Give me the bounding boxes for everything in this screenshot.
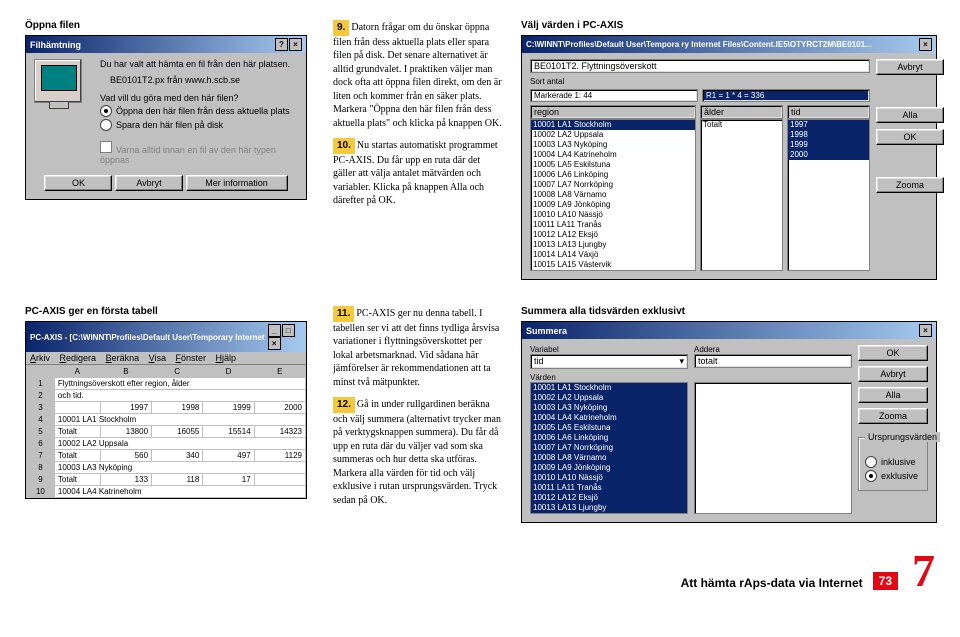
monitor-icon — [34, 59, 82, 103]
ok-button[interactable]: OK — [876, 129, 944, 145]
dialog-title: C:\WINNT\Profiles\Default User\Tempora r… — [526, 40, 872, 49]
step-number-10: 10. — [333, 138, 355, 154]
max-icon[interactable]: □ — [282, 324, 295, 337]
step-11-text: 11.PC-AXIS ger nu denna tabell. I tabell… — [333, 306, 503, 389]
step-9-text: 9.Datorn frågar om du önskar öppna filen… — [333, 20, 503, 130]
summera-dialog: Summera × Variabel tid▾ Addera totalt — [521, 321, 937, 523]
ok-button[interactable]: OK — [858, 345, 928, 361]
window-title: PC-AXIS - [C:\WINNT\Profiles\Default Use… — [30, 333, 267, 342]
sort-label: Sort antal — [530, 77, 564, 86]
dialog-filename: BE0101T2.px från www.h.scb.se — [110, 75, 298, 85]
selected-count: Markerade 1: 44 — [530, 89, 698, 102]
origvals-group-label: Ursprungsvärden — [865, 432, 940, 442]
chapter-number: 7 — [912, 553, 935, 590]
window-titlebar: PC-AXIS - [C:\WINNT\Profiles\Default Use… — [26, 322, 306, 352]
path-field: BE0101T2. Flyttningsöverskott — [530, 59, 870, 73]
step-10-text: 10.Nu startas automatiskt programmet PC-… — [333, 138, 503, 208]
pick-values-heading: Välj värden i PC-AXIS — [521, 20, 935, 31]
menu-hjalp[interactable]: Hjälp — [216, 353, 237, 363]
cancel-button[interactable]: Avbryt — [876, 59, 944, 75]
zoom-button[interactable]: Zooma — [858, 408, 928, 424]
window-controls: × — [918, 324, 932, 337]
step-number-9: 9. — [333, 20, 349, 36]
right-listbox[interactable] — [694, 382, 852, 514]
close-icon[interactable]: × — [919, 324, 932, 337]
menubar[interactable]: Arkiv Redigera Beräkna Visa Fönster Hjäl… — [26, 352, 306, 365]
radio-save-disk[interactable]: Spara den här filen på disk — [100, 119, 298, 131]
radio-open-here[interactable]: Öppna den här filen från dess aktuella p… — [100, 105, 298, 117]
cancel-button[interactable]: Avbryt — [115, 175, 183, 191]
window-controls: ?× — [274, 38, 302, 51]
left-listbox[interactable]: 10001 LA1 Stockholm 10002 LA2 Uppsala 10… — [530, 382, 688, 514]
step-number-12: 12. — [333, 397, 355, 413]
page-number: 73 — [873, 572, 898, 590]
help-icon[interactable]: ? — [275, 38, 288, 51]
min-icon[interactable]: _ — [268, 324, 281, 337]
close-icon[interactable]: × — [289, 38, 302, 51]
step-number-11: 11. — [333, 306, 354, 322]
alla-button[interactable]: Alla — [858, 387, 928, 403]
pcaxis-sheet-window: PC-AXIS - [C:\WINNT\Profiles\Default Use… — [25, 321, 307, 499]
close-icon[interactable]: × — [919, 38, 932, 51]
window-controls: _□× — [267, 324, 302, 350]
region-listbox[interactable]: 10001 LA1 Stockholm 10002 LA2 Uppsala100… — [530, 119, 696, 271]
close-icon[interactable]: × — [268, 337, 281, 350]
dialog-titlebar: C:\WINNT\Profiles\Default User\Tempora r… — [522, 36, 936, 53]
first-table-heading: PC-AXIS ger en första tabell — [25, 306, 315, 317]
dialog-title: Summera — [526, 326, 567, 336]
open-file-heading: Öppna filen — [25, 20, 315, 31]
data-sheet[interactable]: ABCDE 1Flyttningsöverskott efter region,… — [26, 365, 306, 498]
addera-label: Addera — [694, 345, 852, 354]
radio-exklusive[interactable]: exklusive — [865, 470, 921, 482]
variable-dropdown[interactable]: tid▾ — [530, 354, 688, 369]
ok-button[interactable]: OK — [44, 175, 112, 191]
menu-visa[interactable]: Visa — [149, 353, 166, 363]
pcaxis-picker-dialog: C:\WINNT\Profiles\Default User\Tempora r… — [521, 35, 937, 280]
window-controls: × — [918, 38, 932, 51]
step-12-text: 12.Gå in under rullgardinen beräkna och … — [333, 397, 503, 507]
menu-redigera[interactable]: Redigera — [60, 353, 97, 363]
addera-field[interactable]: totalt — [694, 354, 852, 368]
col-region-header: region — [530, 105, 696, 119]
dialog-question: Vad vill du göra med den här filen? — [100, 93, 298, 103]
file-download-dialog: Filhämtning ?× Du har valt att hämta en … — [25, 35, 307, 200]
cancel-button[interactable]: Avbryt — [858, 366, 928, 382]
dialog-titlebar: Filhämtning ?× — [26, 36, 306, 53]
values-label: Värden — [530, 373, 852, 382]
sum-heading: Summera alla tidsvärden exklusivt — [521, 306, 935, 317]
col-year-header: tid — [787, 105, 870, 119]
radio-inklusive[interactable]: inklusive — [865, 456, 921, 468]
more-info-button[interactable]: Mer information — [186, 175, 288, 191]
year-listbox[interactable]: 1997 1998 1999 2000 — [787, 119, 870, 271]
dialog-title: Filhämtning — [30, 40, 81, 50]
dim-info: R1 = 1 * 4 = 336 — [702, 89, 870, 102]
menu-berakna[interactable]: Beräkna — [106, 353, 140, 363]
variable-label: Variabel — [530, 345, 688, 354]
age-listbox[interactable]: Totalt — [700, 119, 783, 271]
menu-fonster[interactable]: Fönster — [176, 353, 207, 363]
alla-button[interactable]: Alla — [876, 107, 944, 123]
menu-arkiv[interactable]: Arkiv — [30, 353, 50, 363]
zoom-button[interactable]: Zooma — [876, 177, 944, 193]
always-warn-checkbox: Varna alltid innan en fil av den här typ… — [100, 141, 298, 165]
footer-text: Att hämta rAps-data via Internet — [681, 576, 863, 590]
dialog-text: Du har valt att hämta en fil från den hä… — [100, 59, 298, 69]
page-footer: Att hämta rAps-data via Internet 73 7 — [25, 553, 935, 590]
col-age-header: ålder — [700, 105, 783, 119]
dialog-titlebar: Summera × — [522, 322, 936, 339]
